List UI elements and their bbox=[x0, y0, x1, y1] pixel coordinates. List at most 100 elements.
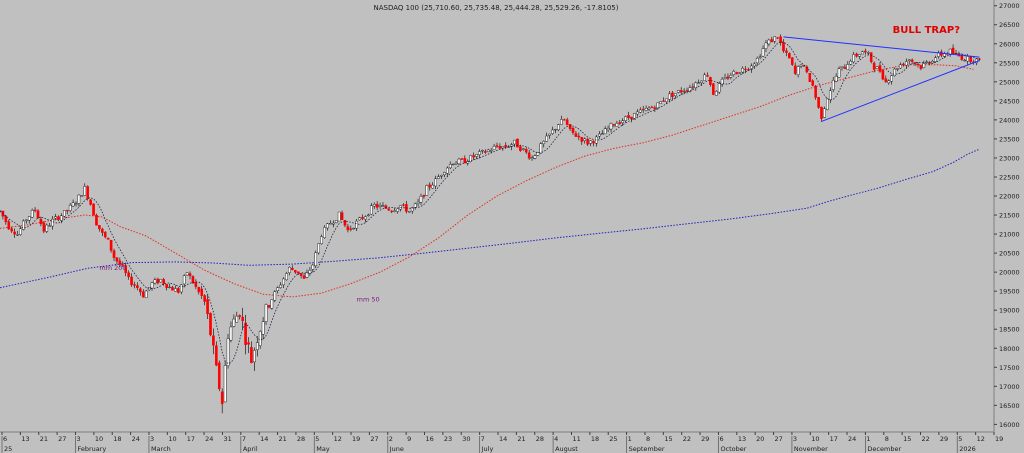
candle-body bbox=[600, 133, 604, 135]
candle-body bbox=[931, 61, 934, 64]
y-tick-label: 25500 bbox=[999, 59, 1020, 67]
candle-body bbox=[630, 116, 633, 120]
ma50-label: mm 50 bbox=[357, 295, 380, 303]
candle-body bbox=[291, 267, 294, 271]
candle-body bbox=[647, 107, 651, 110]
candle-body bbox=[285, 273, 288, 281]
x-tick-label: 21 bbox=[517, 435, 525, 443]
candle-body bbox=[446, 167, 449, 174]
candle-body bbox=[13, 231, 16, 235]
y-tick-label: 18500 bbox=[999, 326, 1020, 334]
candle-body bbox=[583, 138, 587, 141]
candle-body bbox=[741, 67, 744, 73]
candle-body bbox=[750, 65, 753, 70]
candle-body bbox=[355, 220, 358, 229]
candle-body bbox=[568, 124, 572, 129]
candle-body bbox=[68, 204, 72, 211]
candle-body bbox=[706, 75, 709, 77]
x-tick-label: 13 bbox=[738, 435, 746, 443]
candle-body bbox=[39, 218, 43, 225]
candle-body bbox=[674, 93, 677, 96]
candle-body bbox=[51, 218, 54, 227]
month-label: April bbox=[243, 445, 258, 453]
candle-body bbox=[48, 225, 51, 227]
candle-body bbox=[33, 209, 37, 211]
candle-body bbox=[557, 124, 560, 131]
candle-body bbox=[174, 288, 177, 292]
series-line bbox=[0, 64, 974, 298]
candle-body bbox=[209, 313, 212, 336]
candle-body bbox=[524, 149, 528, 153]
candle-body bbox=[522, 148, 525, 150]
candle-body bbox=[735, 72, 739, 75]
candle-body bbox=[603, 128, 607, 135]
x-tick-label: 23 bbox=[444, 435, 452, 443]
candle-body bbox=[101, 228, 104, 233]
x-tick-label: 5 bbox=[958, 435, 962, 443]
candle-body bbox=[255, 342, 259, 350]
y-tick-label: 20000 bbox=[999, 269, 1020, 277]
candle-body bbox=[571, 127, 575, 133]
ma200-series bbox=[0, 148, 980, 289]
candle-body bbox=[407, 211, 411, 213]
candle-body bbox=[220, 391, 224, 405]
candle-body bbox=[849, 60, 853, 65]
candle-body bbox=[448, 164, 452, 169]
candle-body bbox=[907, 59, 911, 61]
candle-body bbox=[744, 68, 747, 71]
candle-body bbox=[150, 282, 154, 289]
candle-body bbox=[788, 53, 791, 59]
candle-body bbox=[904, 61, 908, 66]
month-label: February bbox=[77, 445, 106, 453]
candle-body bbox=[215, 345, 218, 366]
x-tick-label: 9 bbox=[407, 435, 411, 443]
candle-body bbox=[162, 279, 166, 285]
candle-body bbox=[177, 288, 180, 293]
candle-body bbox=[326, 223, 329, 229]
candle-body bbox=[19, 228, 22, 235]
candle-body bbox=[656, 102, 660, 109]
candle-body bbox=[247, 342, 250, 345]
candle-body bbox=[729, 75, 733, 78]
candle-body bbox=[457, 158, 461, 165]
chart-annotation: BULL TRAP? bbox=[893, 25, 961, 36]
candle-body bbox=[875, 66, 879, 69]
candle-body bbox=[478, 151, 481, 155]
candle-body bbox=[782, 42, 785, 52]
candle-body bbox=[241, 316, 244, 321]
candle-body bbox=[887, 80, 891, 84]
ma200-label: mm 200 bbox=[99, 264, 126, 272]
x-tick-label: 31 bbox=[223, 435, 231, 443]
candle-body bbox=[761, 48, 765, 57]
candle-body bbox=[212, 335, 215, 346]
x-tick-label: 17 bbox=[830, 435, 838, 443]
candle-body bbox=[510, 144, 513, 147]
candle-body bbox=[206, 299, 209, 315]
candle-body bbox=[367, 214, 370, 216]
candle-body bbox=[866, 52, 870, 54]
candle-body bbox=[615, 123, 619, 127]
candle-body bbox=[855, 53, 858, 57]
candle-body bbox=[539, 143, 543, 154]
x-tick-label: 1 bbox=[628, 435, 632, 443]
candle-body bbox=[691, 86, 695, 88]
x-tick-label: 15 bbox=[903, 435, 911, 443]
month-label: July bbox=[481, 445, 494, 453]
candle-body bbox=[840, 66, 844, 68]
candle-body bbox=[773, 36, 777, 42]
candle-body bbox=[644, 108, 648, 111]
candle-body bbox=[42, 222, 46, 232]
candle-body bbox=[305, 272, 309, 278]
y-tick-label: 26000 bbox=[999, 40, 1020, 48]
candle-body bbox=[127, 272, 130, 277]
candle-body bbox=[916, 63, 920, 66]
candle-body bbox=[4, 215, 8, 223]
candle-body bbox=[530, 157, 534, 160]
candle-body bbox=[375, 203, 379, 208]
candle-body bbox=[586, 138, 589, 145]
y-tick-label: 17500 bbox=[999, 364, 1020, 372]
candle-body bbox=[922, 63, 926, 68]
candle-body bbox=[671, 92, 674, 98]
candle-body bbox=[688, 87, 692, 92]
candle-body bbox=[562, 119, 566, 121]
